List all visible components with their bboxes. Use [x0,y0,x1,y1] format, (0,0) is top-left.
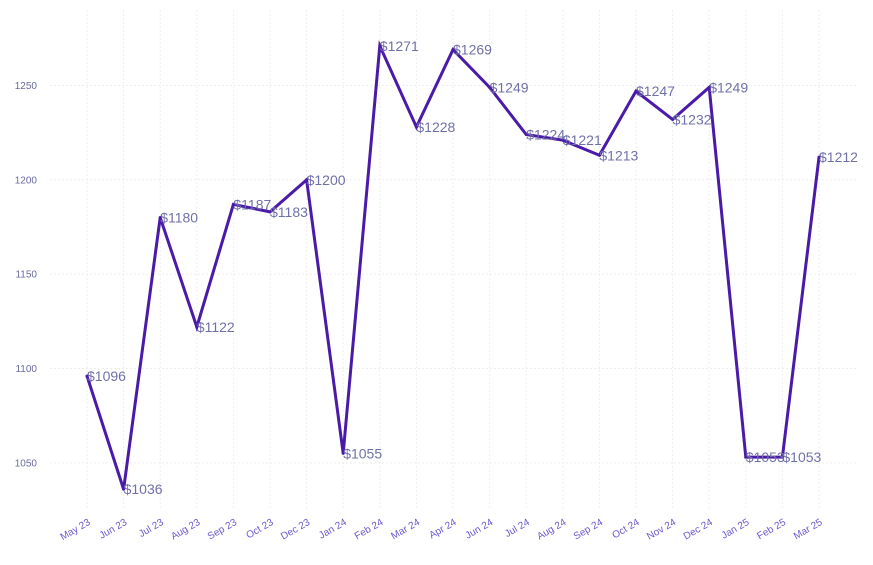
data-point [817,155,821,159]
data-point [671,117,675,121]
x-tick-label: Jan 24 [317,517,349,542]
data-point [305,178,309,182]
x-tick-label: Jun 24 [464,517,496,542]
data-point [122,487,126,491]
y-tick-label: 1200 [15,175,38,186]
data-point [634,89,638,93]
data-point [524,133,528,137]
data-label: $1269 [453,42,492,58]
x-tick-label: Dec 23 [279,517,312,543]
x-tick-label: May 23 [59,517,93,543]
data-point [231,202,235,206]
x-axis: May 23 Jun 23 Jul 23 Aug 23 Sep 23 Oct 23 Dec … [59,517,825,543]
data-point [85,374,89,378]
data-label: $1228 [416,119,455,135]
data-label: $1053 [746,449,785,465]
data-point [707,85,711,89]
data-point [561,138,565,142]
data-label: $1221 [563,132,602,148]
data-label: $1180 [160,210,198,226]
data-label: $1183 [270,204,308,220]
data-point [488,85,492,89]
x-tick-label: Jul 24 [503,517,532,540]
data-label: $1249 [709,79,748,95]
x-tick-label: Sep 23 [206,517,239,543]
grid [50,10,857,510]
data-label: $1212 [819,149,858,165]
x-tick-label: Oct 24 [610,517,641,541]
data-point [378,44,382,48]
data-label: $1271 [380,38,419,54]
data-label: $1224 [526,127,565,143]
data-label: $1053 [782,449,821,465]
y-tick-label: 1150 [15,270,37,281]
data-label: $1213 [599,147,638,163]
data-label: $1122 [197,319,235,335]
x-tick-label: Apr 24 [427,517,458,541]
data-point [597,153,601,157]
x-tick-label: Feb 24 [353,517,386,542]
series-layer [85,40,821,491]
x-tick-label: Jul 23 [137,517,166,540]
x-tick-label: Feb 25 [755,517,788,542]
data-label: $1249 [490,79,529,95]
y-tick-label: 1250 [15,81,38,92]
x-tick-label: Jan 25 [720,517,752,542]
data-point [195,325,199,329]
data-point [780,455,784,459]
data-label: $1055 [343,445,382,461]
data-point [744,455,748,459]
x-tick-label: Dec 24 [682,517,715,543]
data-label: $1096 [87,368,126,384]
x-tick-label: Aug 24 [535,517,568,543]
data-point [341,451,345,455]
x-tick-label: Nov 24 [645,517,678,543]
data-labels: $1096 $1036 $1180 $1122 $1187$1183 $1200 $1055… [87,38,858,497]
y-tick-label: 1050 [15,458,38,469]
data-point [414,125,418,129]
y-axis: 1050 1100 1150 1200 1250 [15,81,38,469]
x-tick-label: Oct 23 [244,517,275,541]
data-label: $1200 [307,172,346,188]
data-point [158,216,162,220]
data-label: $1187 [233,196,271,212]
x-tick-label: Jun 23 [98,517,130,542]
y-tick-label: 1100 [15,364,37,375]
x-tick-label: Mar 24 [389,517,422,542]
data-point [451,48,455,52]
data-point [268,210,272,214]
data-label: $1036 [124,481,163,497]
x-tick-label: Sep 24 [572,517,605,543]
x-tick-label: Mar 25 [792,517,825,542]
data-label: $1232 [673,111,712,127]
data-label: $1247 [636,83,675,99]
x-tick-label: Aug 23 [169,517,202,543]
